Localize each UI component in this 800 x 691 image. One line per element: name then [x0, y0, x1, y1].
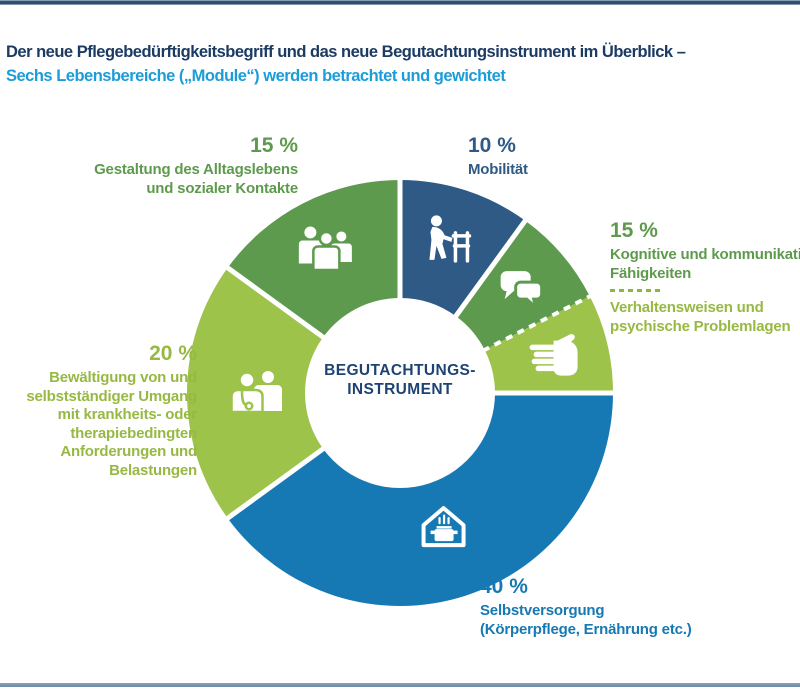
hand-icon: [529, 334, 578, 376]
speech-bubbles-icon: [500, 271, 544, 312]
callout-selbstversorgung: 40 % Selbstversorgung (Körperpflege, Ern…: [480, 575, 692, 639]
person-with-walker-icon: [429, 215, 472, 263]
center-label-line-2: INSTRUMENT: [347, 381, 453, 398]
callout-mobilitaet-line-1: Mobilität: [468, 161, 528, 178]
doctor-patient-icon: [230, 371, 282, 414]
callout-bewaeltigung: 20 % Bewältigung von und selbstständiger…: [26, 342, 197, 480]
dashed-divider: [610, 289, 664, 292]
house-cooking-pot-icon: [421, 506, 466, 548]
pct-label-kognitiv: 15 %: [610, 219, 658, 242]
callout-gestaltung-line-1: Gestaltung des Alltagslebens: [94, 161, 298, 178]
callout-selbstversorgung-line-2: (Körperpflege, Ernährung etc.): [480, 620, 692, 638]
top-rule: [0, 0, 800, 5]
slice-selbstversorgung: [227, 393, 613, 606]
callout-verhalten-line-1: Verhaltensweisen und: [610, 299, 764, 316]
header: Der neue Pflegebedürftigkeitsbegriff und…: [6, 40, 686, 88]
slice-separator: [224, 445, 327, 522]
center-label-line-1: BEGUTACHTUNGS-: [324, 362, 476, 379]
callout-gestaltung: 15 % Gestaltung des Alltagslebens und so…: [94, 134, 298, 198]
slice-separator: [224, 264, 327, 341]
callout-mobilitaet: 10 % Mobilität: [468, 134, 528, 180]
callout-bewaeltigung-line-2: selbstständiger Umgang: [26, 387, 197, 405]
title-line-2: Sechs Lebensbereiche („Module“) werden b…: [6, 67, 506, 85]
slice-mobilitaet: [400, 180, 526, 317]
title-line-1: Der neue Pflegebedürftigkeitsbegriff und…: [6, 43, 686, 61]
callout-bewaeltigung-line-1: Bewältigung von und: [49, 369, 197, 386]
slice-separator: [452, 217, 529, 320]
pct-label-bewaeltigung: 20 %: [149, 342, 197, 365]
callout-kognitiv: 15 % Kognitive und kommunikative Fähigke…: [610, 219, 800, 336]
bottom-rule: [0, 683, 800, 687]
pct-label-mobilitaet: 10 %: [468, 134, 516, 157]
callout-gestaltung-line-2: und sozialer Kontakte: [146, 179, 298, 197]
pct-label-gestaltung: 15 %: [250, 134, 298, 157]
callout-kognitiv-line-2: Fähigkeiten: [610, 264, 692, 282]
callout-bewaeltigung-line-3: mit krankheits- oder: [57, 406, 198, 423]
callout-selbstversorgung-line-1: Selbstversorgung: [480, 602, 605, 619]
people-group-icon: [298, 226, 352, 272]
chart-center-label: BEGUTACHTUNGS- INSTRUMENT: [0, 361, 800, 399]
callout-bewaeltigung-line-5: Anforderungen und: [60, 443, 197, 460]
pct-label-selbstversorgung: 40 %: [480, 575, 528, 598]
callout-bewaeltigung-line-4: therapiebedingten: [70, 424, 197, 442]
callout-bewaeltigung-line-6: Belastungen: [109, 461, 197, 479]
callout-kognitiv-line-1: Kognitive und kommunikative: [610, 246, 800, 263]
callout-verhalten-line-2: psychische Problemlagen: [610, 317, 791, 335]
